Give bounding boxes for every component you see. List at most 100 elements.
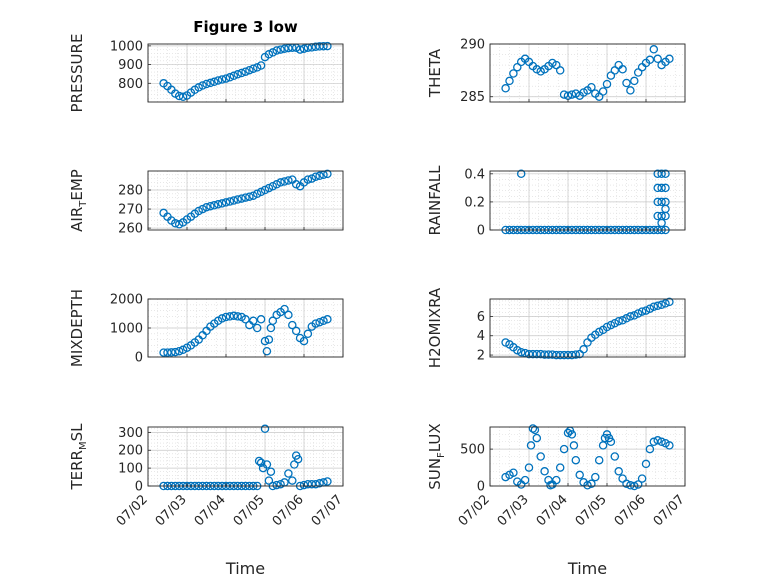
data-point bbox=[280, 177, 289, 186]
x-tick-label: 07/06 bbox=[270, 492, 307, 529]
data-point bbox=[665, 441, 674, 450]
x-tick-label: 07/02 bbox=[114, 492, 151, 529]
data-point bbox=[633, 480, 643, 489]
data-point bbox=[229, 71, 239, 81]
axes-box bbox=[489, 43, 686, 103]
data-point bbox=[245, 192, 254, 201]
data-point bbox=[323, 41, 332, 51]
plot-area bbox=[490, 171, 685, 230]
subplot-mixdepth: 0 1000 2000 MIXDEPTH bbox=[68, 289, 344, 367]
data-point bbox=[645, 444, 655, 454]
data-point bbox=[633, 68, 643, 77]
data-point bbox=[536, 452, 545, 461]
data-point bbox=[323, 477, 332, 486]
data-point bbox=[614, 316, 623, 326]
subplot-rainfall: 0 0.2 0.4 RAINFALL bbox=[426, 165, 686, 239]
y-tick-label: 290 bbox=[460, 38, 485, 53]
data-point bbox=[618, 65, 627, 74]
data-point bbox=[249, 64, 258, 73]
data-point bbox=[252, 323, 262, 333]
x-tick-label: 07/03 bbox=[495, 492, 532, 529]
data-point bbox=[299, 44, 309, 53]
data-point bbox=[571, 350, 581, 359]
data-point bbox=[528, 424, 538, 433]
data-point bbox=[513, 62, 522, 72]
data-point bbox=[303, 329, 313, 339]
data-point bbox=[167, 348, 176, 357]
data-point bbox=[657, 183, 666, 193]
data-point bbox=[237, 194, 246, 203]
subplot-air_temp: 260 270 280 AIRTEMP bbox=[68, 169, 344, 237]
data-point bbox=[291, 180, 301, 189]
data-point bbox=[288, 320, 297, 330]
data-point bbox=[610, 66, 620, 75]
y-tick-label: 900 bbox=[118, 58, 143, 73]
x-tick-label: 07/04 bbox=[192, 492, 229, 529]
data-point bbox=[221, 74, 231, 83]
x-tick-label: 07/07 bbox=[651, 492, 688, 529]
data-point bbox=[653, 436, 662, 445]
data-point bbox=[174, 220, 184, 229]
data-point bbox=[249, 191, 258, 200]
data-point bbox=[567, 430, 577, 439]
data-point bbox=[323, 169, 332, 179]
y-tick-label: 270 bbox=[118, 203, 143, 218]
data-point bbox=[280, 44, 289, 53]
data-point bbox=[264, 335, 274, 344]
x-tick-label: 07/06 bbox=[612, 492, 649, 529]
data-point bbox=[256, 315, 266, 324]
y-tick-label: 2 bbox=[477, 349, 485, 364]
data-point bbox=[174, 346, 184, 356]
x-tick-label: 07/05 bbox=[231, 492, 268, 529]
data-point bbox=[323, 315, 332, 324]
data-point bbox=[649, 302, 659, 311]
data-point bbox=[268, 48, 278, 57]
data-point bbox=[264, 183, 274, 193]
data-point bbox=[665, 54, 674, 64]
x-axis-label: Time bbox=[225, 559, 265, 578]
axes-box bbox=[489, 298, 686, 358]
data-point bbox=[241, 193, 250, 202]
data-point bbox=[665, 297, 674, 307]
y-tick-label: 285 bbox=[460, 90, 485, 105]
data-point bbox=[268, 181, 278, 191]
data-point bbox=[587, 82, 596, 92]
x-tick-label: 07/05 bbox=[573, 492, 610, 529]
subplot-sun_flux: 0 500 07/02 07/03 07/04 07/05 07/06 07/07 Time SU… bbox=[426, 423, 688, 578]
data-point bbox=[299, 336, 309, 346]
data-point bbox=[262, 460, 272, 469]
data-point bbox=[291, 326, 301, 336]
data-point bbox=[221, 198, 231, 207]
data-point bbox=[530, 425, 540, 435]
x-tick-label: 07/04 bbox=[534, 492, 571, 529]
data-point bbox=[579, 345, 588, 354]
axes-box bbox=[147, 426, 344, 487]
data-point bbox=[264, 50, 274, 59]
data-point bbox=[233, 195, 242, 204]
data-point bbox=[319, 316, 328, 326]
y-axis-label: RAINFALL bbox=[426, 165, 444, 236]
data-point bbox=[178, 92, 188, 102]
data-point bbox=[630, 76, 639, 86]
y-axis-label: TERRMSL bbox=[68, 423, 89, 491]
data-point bbox=[233, 70, 242, 79]
y-axis-label: MIXDEPTH bbox=[68, 289, 86, 367]
axes-box bbox=[489, 426, 686, 487]
data-point bbox=[622, 314, 631, 323]
data-point bbox=[653, 301, 662, 311]
data-point bbox=[311, 319, 320, 328]
data-point bbox=[661, 204, 670, 214]
data-point bbox=[276, 45, 285, 54]
data-point bbox=[299, 480, 309, 490]
data-point bbox=[213, 200, 223, 209]
data-point bbox=[575, 470, 584, 480]
data-point bbox=[245, 65, 254, 75]
y-tick-label: 300 bbox=[118, 426, 143, 441]
y-tick-label: 100 bbox=[118, 462, 143, 477]
data-point bbox=[630, 311, 639, 320]
data-point bbox=[587, 479, 596, 489]
data-point bbox=[272, 46, 281, 55]
data-point bbox=[284, 310, 293, 320]
data-point bbox=[272, 480, 281, 490]
